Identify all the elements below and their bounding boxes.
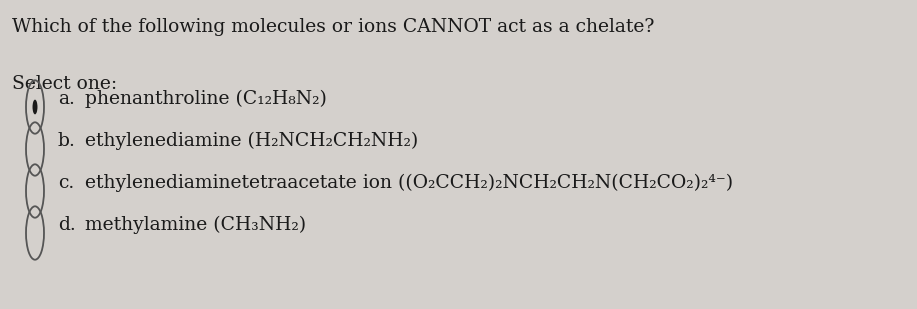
Text: c.: c. xyxy=(58,174,74,192)
Ellipse shape xyxy=(32,100,38,114)
Text: Select one:: Select one: xyxy=(12,75,117,93)
Text: a.: a. xyxy=(58,90,75,108)
Text: b.: b. xyxy=(58,132,76,150)
Text: Which of the following molecules or ions CANNOT act as a chelate?: Which of the following molecules or ions… xyxy=(12,18,655,36)
Text: ethylenediamine (H₂NCH₂CH₂NH₂): ethylenediamine (H₂NCH₂CH₂NH₂) xyxy=(85,132,418,150)
Text: phenanthroline (C₁₂H₈N₂): phenanthroline (C₁₂H₈N₂) xyxy=(85,90,326,108)
Text: d.: d. xyxy=(58,216,76,234)
Text: ethylenediaminetetraacetate ion ((O₂CCH₂)₂NCH₂CH₂N(CH₂CO₂)₂⁴⁻): ethylenediaminetetraacetate ion ((O₂CCH₂… xyxy=(85,174,733,192)
Text: methylamine (CH₃NH₂): methylamine (CH₃NH₂) xyxy=(85,216,306,234)
